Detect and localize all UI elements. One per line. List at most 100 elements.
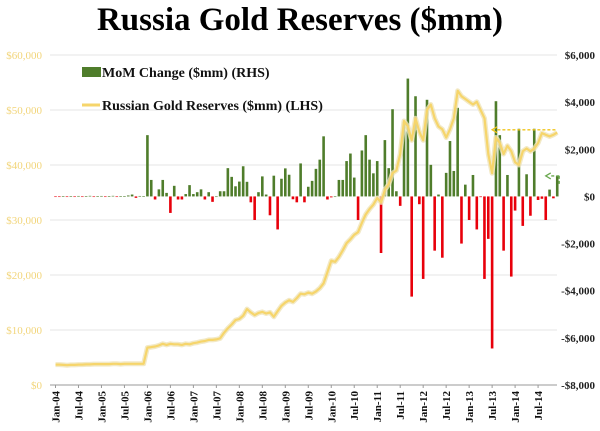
right-tick-label: -$2,000 xyxy=(561,239,595,251)
bar-mom-change xyxy=(123,196,126,197)
bar-mom-change xyxy=(253,196,256,220)
x-tick-label: Jul-09 xyxy=(303,391,315,421)
bar-mom-change xyxy=(329,196,333,198)
x-tick-label: Jul-14 xyxy=(533,391,545,421)
bar-mom-change xyxy=(245,181,249,197)
bar-mom-change xyxy=(513,196,517,211)
right-tick-label: $6,000 xyxy=(565,50,596,62)
bar-mom-change xyxy=(169,196,172,213)
x-tick-label: Jul-08 xyxy=(257,391,269,421)
right-tick-label: -$6,000 xyxy=(561,333,595,345)
bar-mom-change xyxy=(402,122,406,197)
bar-mom-change xyxy=(234,186,237,197)
bar-mom-change xyxy=(532,128,536,197)
bar-mom-change xyxy=(69,196,73,197)
left-tick-label: $10,000 xyxy=(6,325,42,337)
bar-mom-change xyxy=(433,196,436,251)
bar-mom-change xyxy=(134,196,138,198)
bar-mom-change xyxy=(406,78,410,197)
bar-mom-change xyxy=(364,135,368,197)
bar-mom-change xyxy=(410,196,413,297)
x-tick-label: Jul-06 xyxy=(165,391,177,421)
bar-mom-change xyxy=(172,185,176,197)
bar-mom-change xyxy=(356,196,360,220)
bar-mom-change xyxy=(180,196,184,200)
bar-mom-change xyxy=(303,196,306,203)
right-tick-label: -$8,000 xyxy=(561,380,595,392)
x-tick-label: Jan-09 xyxy=(280,391,292,423)
bar-mom-change xyxy=(306,186,310,197)
legend-label-mom-change: MoM Change ($mm) (RHS) xyxy=(102,66,270,81)
bar-mom-change xyxy=(195,192,199,197)
right-tick-label: $0 xyxy=(584,191,596,203)
bar-mom-change xyxy=(111,195,115,197)
bar-mom-change xyxy=(276,196,279,230)
bar-mom-change xyxy=(54,196,57,198)
legend-swatch-mom-change xyxy=(82,67,101,77)
bar-mom-change xyxy=(479,196,482,198)
bar-mom-change xyxy=(486,196,490,239)
bar-mom-change xyxy=(222,191,226,197)
bar-mom-change xyxy=(230,176,233,197)
bar-mom-change xyxy=(115,196,119,198)
bar-mom-change xyxy=(360,150,364,197)
bar-mom-change xyxy=(345,161,348,197)
bar-mom-change xyxy=(119,196,122,197)
x-tick-label: Jul-10 xyxy=(349,391,361,421)
annotation-arrow-icon xyxy=(544,172,552,180)
legend-label-gold-reserves: Russian Gold Reserves ($mm) (LHS) xyxy=(102,99,323,114)
left-tick-label: $30,000 xyxy=(6,215,42,227)
bar-mom-change xyxy=(295,196,299,203)
bar-mom-change xyxy=(149,179,153,197)
bar-mom-change xyxy=(257,192,260,197)
annotation-arrow-icon xyxy=(490,126,498,134)
bar-mom-change xyxy=(521,196,525,226)
bar-mom-change xyxy=(272,175,276,197)
bar-mom-change xyxy=(536,196,540,200)
x-tick-label: Jan-04 xyxy=(51,391,63,423)
line-gold-reserves xyxy=(55,89,558,367)
bar-mom-change xyxy=(467,196,471,220)
bar-mom-change xyxy=(310,180,314,197)
left-tick-label: $20,000 xyxy=(6,270,42,282)
bar-mom-change xyxy=(268,196,272,216)
right-tick-label: $2,000 xyxy=(565,144,596,156)
left-tick-label: $60,000 xyxy=(6,50,42,62)
bar-mom-change xyxy=(341,179,345,197)
bar-mom-change xyxy=(291,196,295,200)
bar-mom-change xyxy=(372,173,375,197)
bar-mom-change xyxy=(130,194,134,197)
x-tick-label: Jul-12 xyxy=(441,391,453,421)
bar-mom-change xyxy=(249,196,253,203)
bar-mom-change xyxy=(161,179,165,197)
bar-mom-change xyxy=(555,175,559,197)
x-tick-label: Jan-07 xyxy=(188,391,200,423)
bar-mom-change xyxy=(261,176,264,197)
bar-mom-change xyxy=(199,189,203,197)
right-tick-label: -$4,000 xyxy=(561,286,595,298)
bar-mom-change xyxy=(77,195,80,197)
bar-mom-change xyxy=(103,196,107,198)
bar-mom-change xyxy=(226,168,230,197)
x-tick-label: Jul-13 xyxy=(487,391,499,421)
bar-mom-change xyxy=(284,168,287,197)
bar-mom-change xyxy=(471,174,475,197)
bar-mom-change xyxy=(352,177,356,197)
bar-mom-change xyxy=(146,135,149,197)
bar-mom-change xyxy=(398,196,402,206)
bar-mom-change xyxy=(287,174,291,197)
bar-mom-change xyxy=(529,196,532,216)
bar-mom-change xyxy=(241,166,245,197)
x-tick-label: Jul-07 xyxy=(211,391,223,421)
bar-mom-change xyxy=(349,153,352,197)
bar-mom-change xyxy=(65,196,69,198)
bar-mom-change xyxy=(314,168,318,197)
bar-mom-change xyxy=(490,196,494,349)
bar-mom-change xyxy=(444,172,448,197)
bar-mom-change xyxy=(126,195,130,197)
bar-mom-change xyxy=(280,178,283,197)
bar-mom-change xyxy=(548,189,551,197)
bar-mom-change xyxy=(61,196,65,197)
bar-mom-change xyxy=(218,191,222,197)
